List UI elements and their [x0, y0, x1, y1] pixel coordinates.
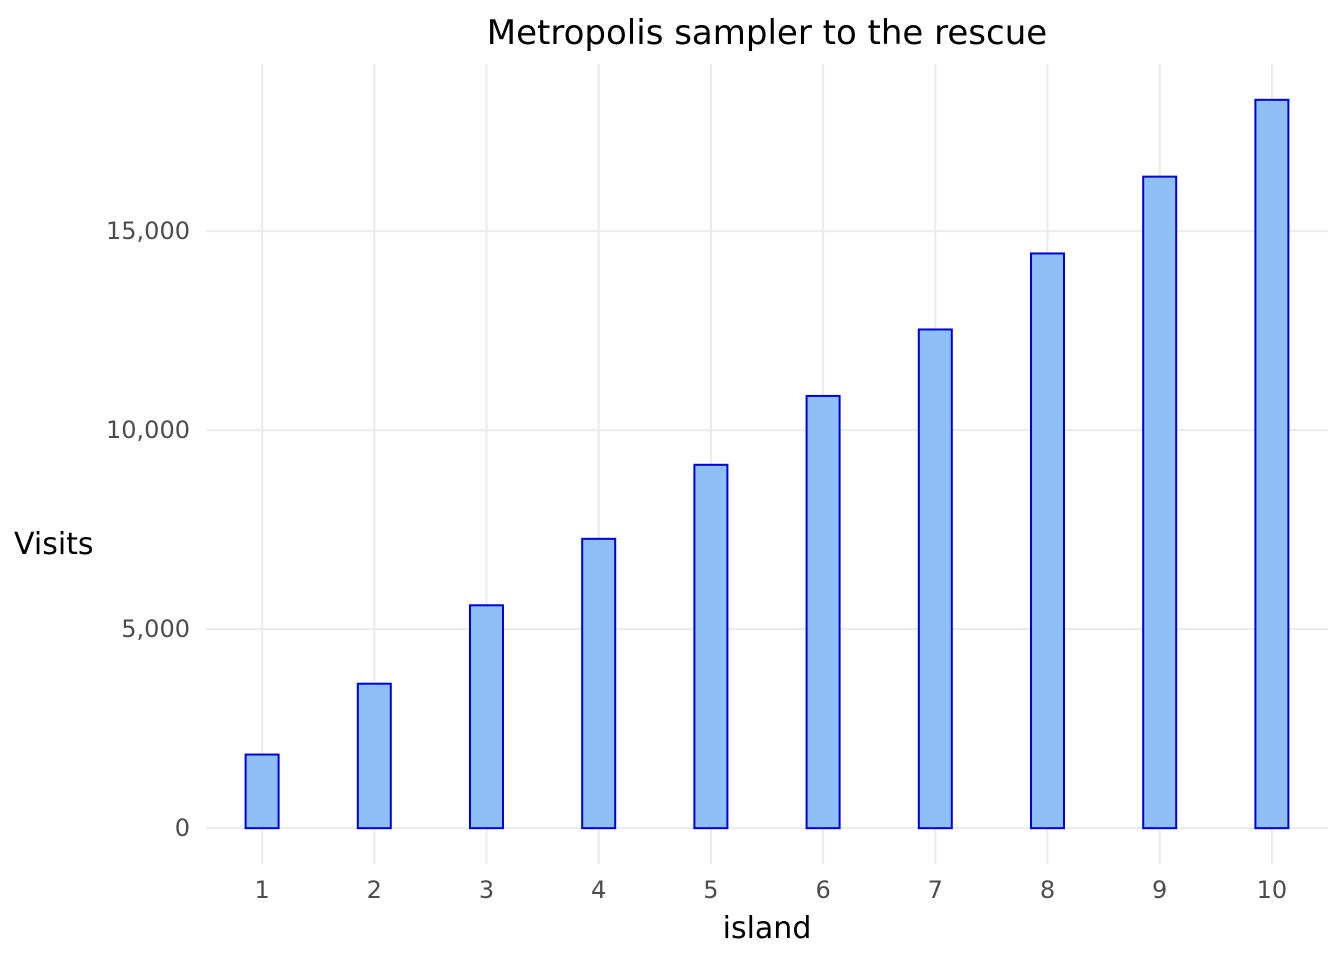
bar-island-1: [244, 753, 280, 830]
x-axis-title: island: [723, 911, 812, 946]
x-tick-label: 7: [928, 876, 943, 904]
bar-island-7: [917, 328, 953, 830]
bars: [244, 98, 1290, 830]
bar-island-9: [1142, 175, 1178, 830]
y-axis-title: Visits: [14, 527, 94, 562]
bar-island-6: [805, 394, 841, 830]
bar-island-8: [1030, 252, 1065, 830]
y-tick-label: 5,000: [121, 615, 190, 643]
bar-island-4: [581, 537, 617, 830]
x-tick-label: 9: [1152, 876, 1167, 904]
x-tick-label: 3: [479, 876, 494, 904]
x-tick-label: 8: [1040, 876, 1055, 904]
x-tick-label: 10: [1257, 876, 1288, 904]
x-tick-label: 4: [591, 876, 606, 904]
bar-island-3: [469, 604, 504, 830]
x-tick-label: 6: [815, 876, 830, 904]
y-tick-label: 10,000: [106, 416, 190, 444]
x-tick-label: 5: [703, 876, 718, 904]
y-tick-label: 15,000: [106, 217, 190, 245]
bar-island-5: [693, 463, 729, 830]
bar-island-2: [356, 682, 392, 830]
bar-island-10: [1254, 98, 1290, 830]
x-tick-label: 1: [254, 876, 269, 904]
y-tick-label: 0: [175, 814, 190, 842]
x-tick-label: 2: [367, 876, 382, 904]
x-tick-labels: 1 2 3 4 5 6 7 8 9 10: [254, 876, 1287, 904]
chart-title: Metropolis sampler to the rescue: [487, 13, 1047, 53]
y-tick-labels: 0 5,000 10,000 15,000: [106, 217, 190, 842]
